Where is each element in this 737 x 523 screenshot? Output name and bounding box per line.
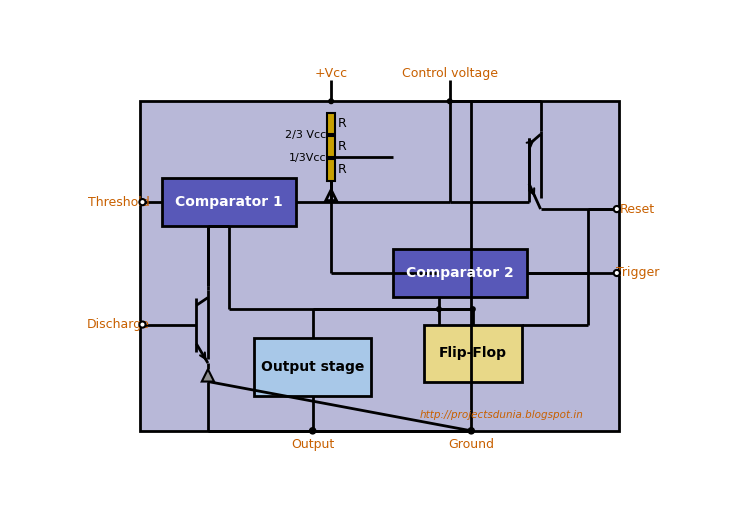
Circle shape: [436, 307, 441, 312]
Text: Ground: Ground: [448, 438, 495, 451]
Bar: [327, 136, 335, 157]
Circle shape: [310, 428, 315, 434]
Bar: [424, 325, 522, 382]
Circle shape: [470, 307, 475, 312]
Circle shape: [447, 99, 452, 104]
Text: Comparator 1: Comparator 1: [175, 195, 283, 209]
Circle shape: [329, 99, 333, 104]
Text: +Vcc: +Vcc: [315, 67, 348, 80]
Text: Control voltage: Control voltage: [402, 67, 497, 80]
Circle shape: [614, 270, 620, 276]
Text: Output: Output: [291, 438, 335, 451]
Bar: [140, 101, 619, 431]
Circle shape: [614, 206, 620, 212]
Bar: [254, 338, 371, 396]
Circle shape: [468, 428, 475, 434]
Text: 2/3 Vcc: 2/3 Vcc: [285, 130, 326, 140]
Text: R: R: [338, 117, 346, 130]
Text: Discharge: Discharge: [87, 318, 150, 331]
Bar: [393, 249, 528, 297]
Text: Flip-Flop: Flip-Flop: [439, 346, 507, 360]
Text: R: R: [338, 140, 346, 153]
Text: R: R: [338, 163, 346, 176]
Text: Comparator 2: Comparator 2: [406, 266, 514, 280]
Circle shape: [139, 199, 145, 205]
Text: http://projectsdunia.blogspot.in: http://projectsdunia.blogspot.in: [420, 411, 584, 420]
Bar: [161, 178, 296, 226]
Text: 1/3Vcc: 1/3Vcc: [289, 153, 326, 163]
Bar: [327, 159, 335, 180]
Text: Trigger: Trigger: [616, 267, 660, 279]
Bar: [327, 113, 335, 134]
Text: Threshold: Threshold: [88, 196, 150, 209]
Text: Output stage: Output stage: [261, 360, 364, 374]
Circle shape: [139, 322, 145, 327]
Polygon shape: [202, 369, 214, 382]
Text: Reset: Reset: [620, 202, 655, 215]
